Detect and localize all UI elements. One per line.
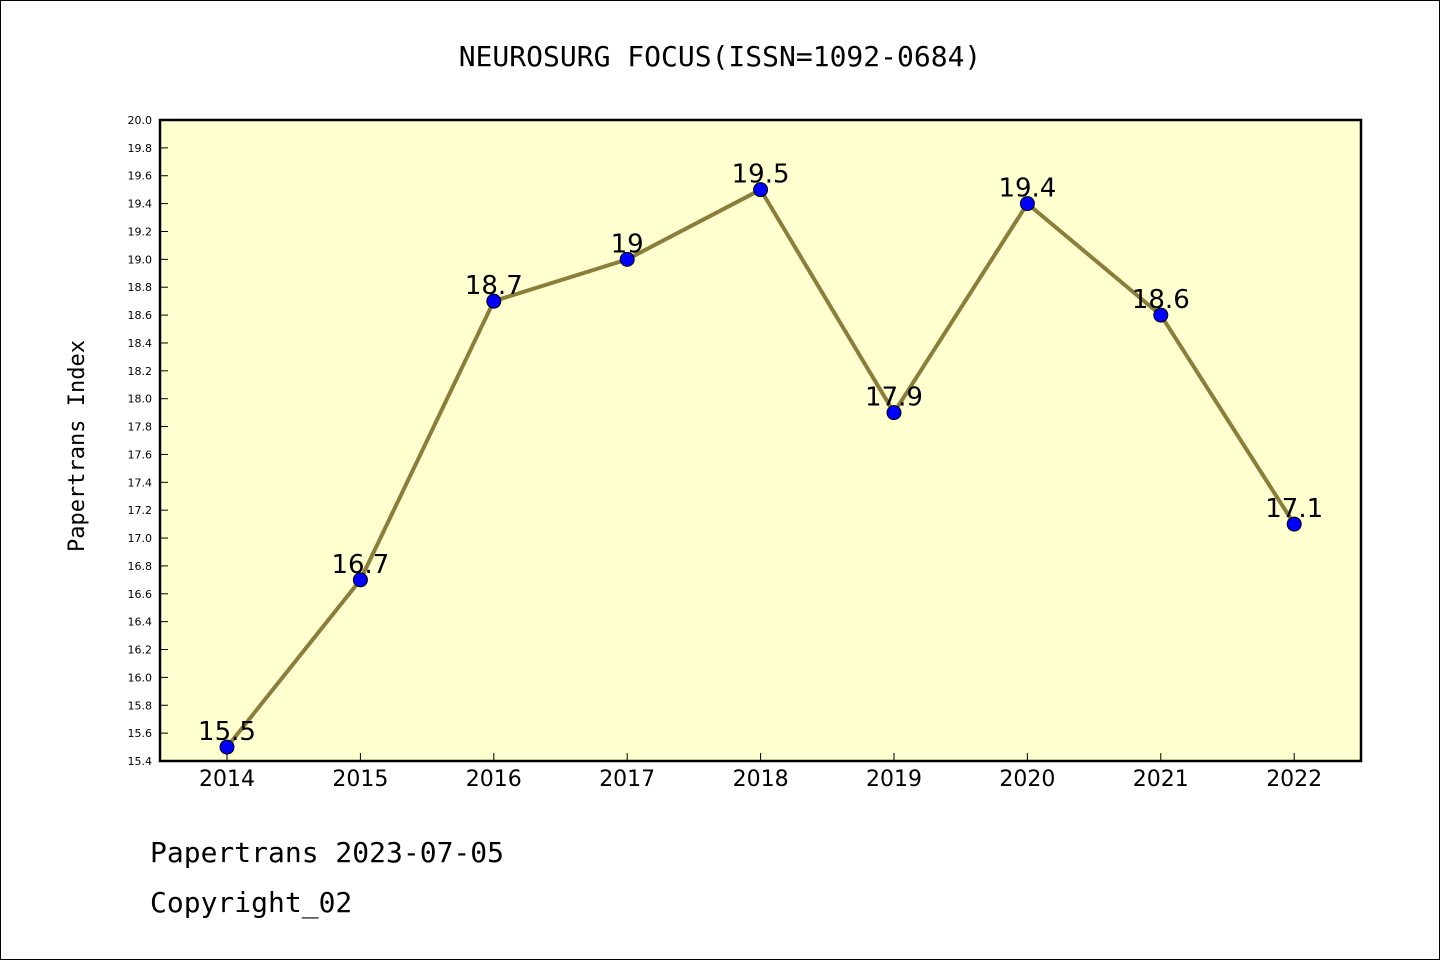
y-axis-label: Papertrans Index [65,340,90,552]
y-tick-label: 16.2 [128,644,153,657]
series-markers [219,182,1302,755]
y-tick-label: 16.0 [128,671,153,684]
data-point [619,251,635,267]
data-point [219,739,235,755]
x-tick-label: 2017 [599,767,655,792]
x-tick-label: 2022 [1266,767,1322,792]
data-point [886,405,902,421]
data-label: 16.7 [331,550,389,580]
data-point [486,293,502,309]
footer-copyright: Copyright_02 [150,886,353,919]
y-axis: 15.4 15.6 15.8 16.0 16.2 16.4 16.6 16.8 17.0 17.2… [128,114,168,768]
data-label: 18.6 [1132,285,1190,315]
y-tick-label: 16.4 [128,616,153,629]
y-tick-label: 17.4 [128,476,153,489]
y-tick-label: 19.6 [128,170,153,183]
y-tick-label: 18.4 [128,337,153,350]
y-tick-label: 19.8 [128,142,153,155]
data-point [352,572,368,588]
y-tick-label: 16.8 [128,560,153,573]
y-tick-label: 18.2 [128,365,153,378]
x-tick-label: 2016 [466,767,522,792]
y-tick-label: 17.0 [128,532,153,545]
y-tick-label: 19.2 [128,225,153,238]
data-point [1286,516,1302,532]
data-label: 18.7 [465,271,523,301]
data-label: 19.5 [732,160,790,190]
data-label: 17.1 [1265,494,1323,524]
footer-date: Papertrans 2023-07-05 [150,836,505,869]
x-tick-label: 2018 [733,767,789,792]
y-tick-label: 18.6 [128,309,153,322]
x-tick-label: 2020 [999,767,1055,792]
plot-area [158,118,1363,763]
x-tick-label: 2015 [332,767,388,792]
y-tick-label: 19.4 [128,198,153,211]
y-tick-label: 17.2 [128,504,153,517]
y-tick-label: 18.0 [128,393,153,406]
data-label: 19 [611,229,644,259]
x-tick-label: 2019 [866,767,922,792]
y-tick-label: 15.4 [128,755,153,768]
y-tick-label: 15.8 [128,699,153,712]
data-point [1019,196,1035,212]
x-tick-label: 2021 [1133,767,1189,792]
data-point [1153,307,1169,323]
data-label: 19.4 [998,174,1056,204]
y-tick-label: 18.8 [128,281,153,294]
y-tick-label: 17.6 [128,448,153,461]
data-label: 17.9 [865,383,923,413]
y-tick-label: 15.6 [128,727,153,740]
y-tick-label: 20.0 [128,114,153,127]
data-point [753,182,769,198]
x-axis: 2014 2015 2016 2017 2018 2019 2020 2021 2022 [199,753,1322,792]
chart-title: NEUROSURG FOCUS(ISSN=1092-0684) [459,40,982,73]
y-tick-label: 19.0 [128,253,153,266]
data-labels: 15.5 16.7 18.7 19 19.5 17.9 19.4 18.6 17.1 [198,160,1323,747]
data-label: 15.5 [198,717,256,747]
y-tick-label: 16.6 [128,588,153,601]
x-tick-label: 2014 [199,767,255,792]
y-tick-label: 17.8 [128,421,153,434]
